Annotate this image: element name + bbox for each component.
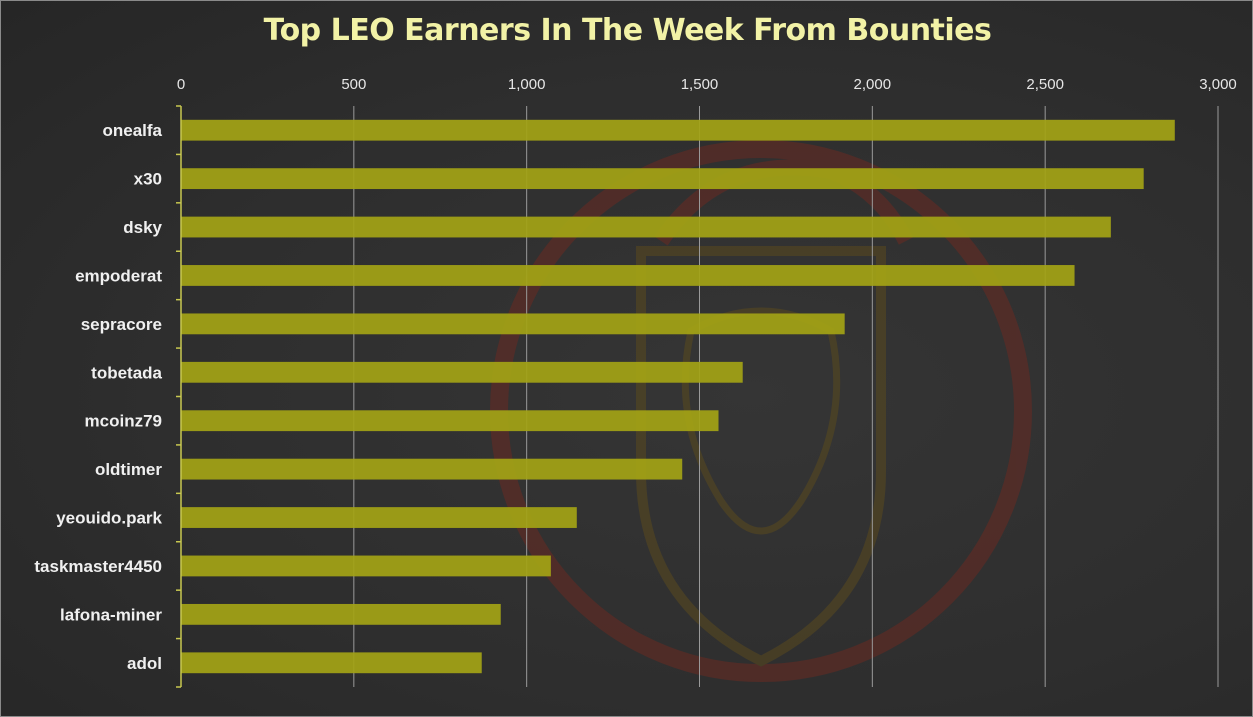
category-label: lafona-miner (60, 605, 162, 624)
category-label: sepracore (81, 315, 162, 334)
bar (181, 652, 482, 674)
bar (181, 119, 1175, 141)
category-label: yeouido.park (56, 509, 162, 528)
bar (181, 265, 1075, 286)
category-label: dsky (123, 218, 162, 237)
bar (181, 361, 743, 383)
bars (181, 119, 1175, 674)
category-label: adol (127, 654, 162, 673)
x-tick-label: 1,500 (681, 76, 719, 93)
x-tick-labels: 0 500 1,000 1,500 2,000 2,500 3,000 (177, 76, 1237, 93)
bar (181, 507, 577, 528)
x-tick-label: 2,500 (1026, 76, 1064, 93)
x-tick-label: 3,000 (1199, 76, 1237, 93)
bar (181, 410, 719, 432)
category-label: onealfa (102, 121, 162, 140)
x-tick-label: 2,000 (854, 76, 892, 93)
bar (181, 168, 1144, 190)
category-labels: onealfa x30 dsky empoderat sepracore tobetada… (34, 121, 162, 673)
x-tick-label: 500 (341, 76, 366, 93)
chart-title: Top LEO Earners In The Week From Bountie… (263, 13, 992, 48)
category-label: mcoinz79 (85, 412, 162, 431)
bar (181, 555, 551, 577)
category-label: tobetada (91, 363, 162, 382)
bar (181, 603, 501, 625)
bar (181, 216, 1111, 238)
category-label: empoderat (75, 266, 162, 285)
x-tick-label: 1,000 (508, 76, 546, 93)
bar (181, 313, 845, 335)
category-label: x30 (134, 170, 162, 189)
category-label: oldtimer (95, 460, 162, 479)
x-tick-label: 0 (177, 76, 185, 93)
grid-lines (353, 106, 1219, 687)
bar (181, 458, 683, 480)
axes (176, 105, 182, 688)
category-label: taskmaster4450 (34, 557, 162, 576)
